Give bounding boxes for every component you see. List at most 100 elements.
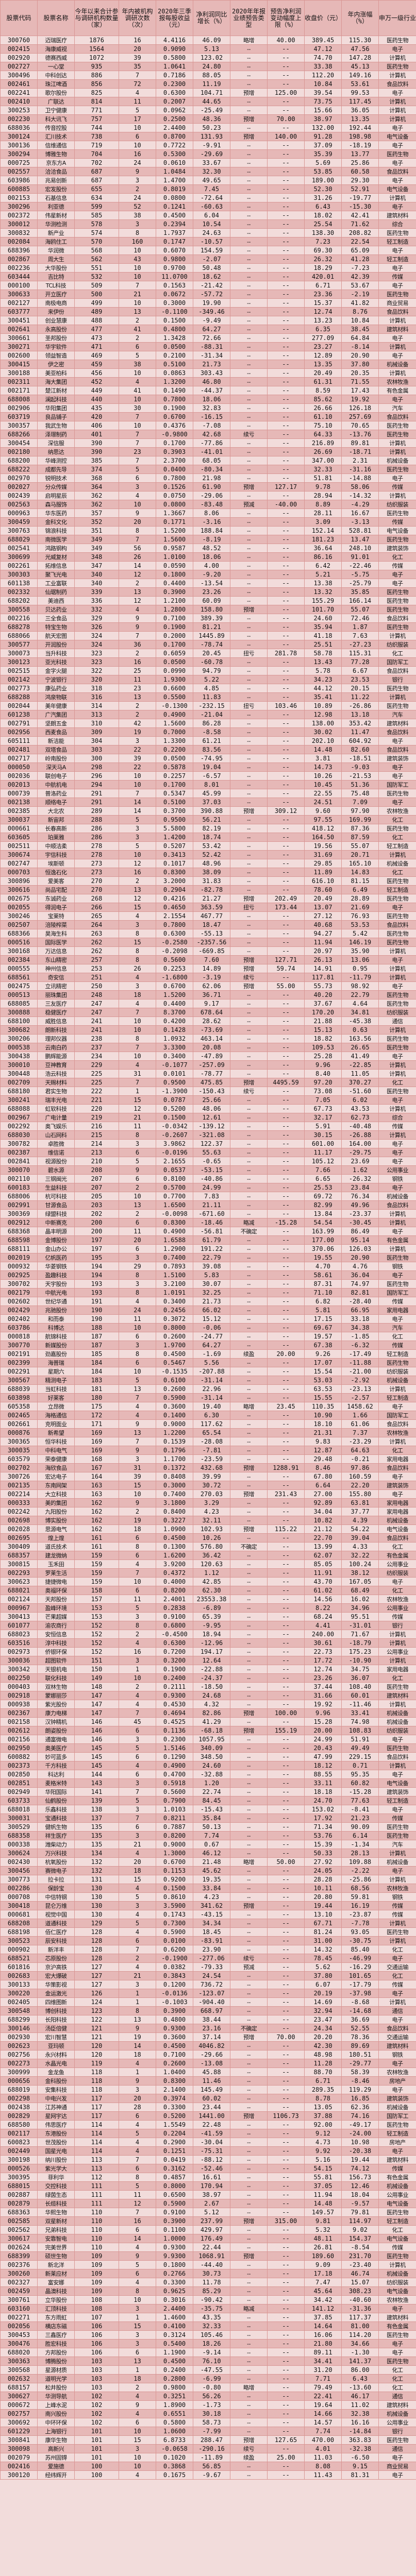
cell-research-times: 12 bbox=[119, 2199, 156, 2208]
cell-research-times: 8 bbox=[119, 1130, 156, 1140]
cell-institution-count: 385 bbox=[74, 456, 119, 465]
cell-institution-count: 110 bbox=[74, 2243, 119, 2252]
cell-profit-growth: -25.49 bbox=[193, 106, 230, 115]
cell-forecast-upper: -- bbox=[267, 1052, 305, 1061]
cell-institution-count: 102 bbox=[74, 2409, 119, 2418]
cell-stock-code: 300453 bbox=[0, 2330, 38, 2340]
cell-stock-name: 星源材质 bbox=[37, 2365, 75, 2375]
cell-institution-count: 578 bbox=[74, 219, 119, 229]
cell-research-times: 6 bbox=[119, 342, 156, 351]
cell-institution-count: 113 bbox=[74, 2155, 119, 2164]
cell-institution-count: 106 bbox=[74, 2348, 119, 2357]
cell-research-times: 6 bbox=[119, 1726, 156, 1735]
cell-research-times: 6 bbox=[119, 2348, 156, 2357]
cell-forecast-upper: -- bbox=[267, 1691, 305, 1700]
cell-stock-name: 传音控股 bbox=[37, 123, 75, 132]
cell-profit-growth: -123.07 bbox=[193, 1989, 230, 1998]
cell-stock-name: 大华股份 bbox=[37, 263, 75, 273]
cell-profit-growth: 14.89 bbox=[193, 964, 230, 973]
cell-stock-code: 688278 bbox=[0, 622, 38, 632]
cell-eps: 0.6200 bbox=[156, 1945, 193, 1954]
cell-ytd-change: -11.88 bbox=[341, 1358, 379, 1367]
cell-industry: 电子 bbox=[378, 736, 416, 745]
cell-stock-name: 珀莱雅 bbox=[37, 833, 75, 842]
cell-institution-count: 162 bbox=[74, 1524, 119, 1534]
cell-profit-growth: 288.47 bbox=[193, 2435, 230, 2445]
cell-ytd-change: 25.86 bbox=[341, 158, 379, 167]
cell-forecast-upper: -- bbox=[267, 1113, 305, 1122]
cell-stock-code: 300674 bbox=[0, 850, 38, 859]
cell-research-times: 8 bbox=[119, 955, 156, 964]
cell-stock-name: 一心堂 bbox=[37, 62, 75, 71]
table-row: 688039 当虹科技 181 13 0.2600 22.96 -- -- 63.53 -23.1… bbox=[0, 1384, 416, 1394]
cell-profit-growth: -24.77 bbox=[193, 1332, 230, 1341]
cell-forecast-upper: -- bbox=[267, 876, 305, 886]
cell-forecast-upper: -- bbox=[267, 158, 305, 167]
cell-stock-name: 永兴材料 bbox=[37, 2050, 75, 2059]
cell-eps: 0.7900 bbox=[156, 1796, 193, 1805]
cell-ytd-change: 231.70 bbox=[341, 2251, 379, 2261]
cell-forecast-upper: -- bbox=[267, 1840, 305, 1849]
cell-profit-growth: -2.07 bbox=[193, 255, 230, 264]
cell-close-price: 9.81 bbox=[304, 2216, 342, 2226]
cell-profit-growth: 2.67 bbox=[193, 2199, 230, 2208]
cell-ytd-change: 35.85 bbox=[341, 587, 379, 597]
cell-eps: 0.3016 bbox=[156, 2295, 193, 2304]
cell-institution-count: 340 bbox=[74, 579, 119, 588]
cell-profit-growth: 176.49 bbox=[193, 2234, 230, 2243]
cell-industry: 计算机 bbox=[378, 973, 416, 982]
cell-industry: 电子 bbox=[378, 2085, 416, 2094]
cell-research-times: 26 bbox=[119, 964, 156, 973]
cell-forecast-upper: 202.49 bbox=[267, 894, 305, 903]
cell-eps: 0.5347 bbox=[156, 789, 193, 798]
cell-forecast-type: 预减 bbox=[230, 1962, 268, 1972]
cell-close-price: 138.30 bbox=[304, 228, 342, 238]
cell-forecast-upper: -- bbox=[267, 1831, 305, 1840]
cell-eps: 0.4700 bbox=[156, 1770, 193, 1779]
cell-stock-code: 300627 bbox=[0, 2392, 38, 2401]
cell-industry: 计算机 bbox=[378, 1437, 416, 1446]
table-row: 000338 潍柴动力 135 21 0.9000 0.67 -- -- 15.39 -1.34 汽… bbox=[0, 1840, 416, 1849]
cell-institution-count: 132 bbox=[74, 1857, 119, 1867]
cell-forecast-type: 预增 bbox=[230, 2216, 268, 2226]
cell-stock-code: 300815 bbox=[0, 1560, 38, 1569]
cell-forecast-upper: -- bbox=[267, 1989, 305, 1998]
cell-stock-name: 侨银环保 bbox=[37, 1647, 75, 1656]
cell-profit-growth: 18.62 bbox=[193, 272, 230, 281]
cell-industry: 有色金属 bbox=[378, 2321, 416, 2331]
cell-forecast-type: -- bbox=[230, 1130, 268, 1140]
cell-profit-growth: 42.85 bbox=[193, 1577, 230, 1586]
cell-research-times: 56 bbox=[119, 544, 156, 553]
cell-industry: 电子 bbox=[378, 1227, 416, 1236]
cell-stock-code: 000050 bbox=[0, 762, 38, 772]
cell-forecast-upper: -- bbox=[267, 53, 305, 62]
cell-profit-growth: 66.02 bbox=[193, 1306, 230, 1315]
cell-stock-code: 601238 bbox=[0, 710, 38, 719]
table-row: 300476 胜宏科技 106 3 0.5400 18.26 -- -- 21.80 34.66 电… bbox=[0, 2339, 416, 2348]
cell-institution-count: 193 bbox=[74, 1288, 119, 1297]
cell-profit-growth: -207.88 bbox=[193, 1367, 230, 1376]
cell-research-times: 31 bbox=[119, 1069, 156, 1078]
cell-research-times: 3 bbox=[119, 1778, 156, 1788]
cell-stock-code: 300296 bbox=[0, 202, 38, 211]
cell-research-times: 4 bbox=[119, 1297, 156, 1306]
cell-forecast-upper: -- bbox=[267, 316, 305, 325]
cell-profit-growth: 62.30 bbox=[193, 1586, 230, 1595]
cell-institution-count: 368 bbox=[74, 473, 119, 483]
cell-stock-name: 卓胜微 bbox=[37, 1139, 75, 1148]
cell-forecast-upper: -- bbox=[267, 2059, 305, 2068]
cell-eps: 0.5100 bbox=[156, 360, 193, 369]
cell-research-times: 41 bbox=[119, 386, 156, 395]
cell-eps: 0.0672 bbox=[156, 290, 193, 299]
cell-eps: 1.0600 bbox=[156, 2427, 193, 2436]
cell-forecast-type: -- bbox=[230, 1822, 268, 1832]
cell-institution-count: 390 bbox=[74, 438, 119, 448]
cell-stock-name: 宏发股份 bbox=[37, 184, 75, 194]
table-row: 002791 坚朗五金 310 42 1.5600 86.28 -- -- 138.00 353.… bbox=[0, 719, 416, 728]
cell-close-price: 41.18 bbox=[304, 631, 342, 640]
cell-forecast-upper: -- bbox=[267, 1507, 305, 1516]
cell-stock-name: 经纬辉开 bbox=[37, 2470, 75, 2480]
cell-industry: 有色金属 bbox=[378, 1235, 416, 1245]
cell-ytd-change: -22.85 bbox=[341, 1060, 379, 1070]
cell-profit-growth: -35.75 bbox=[193, 2304, 230, 2313]
